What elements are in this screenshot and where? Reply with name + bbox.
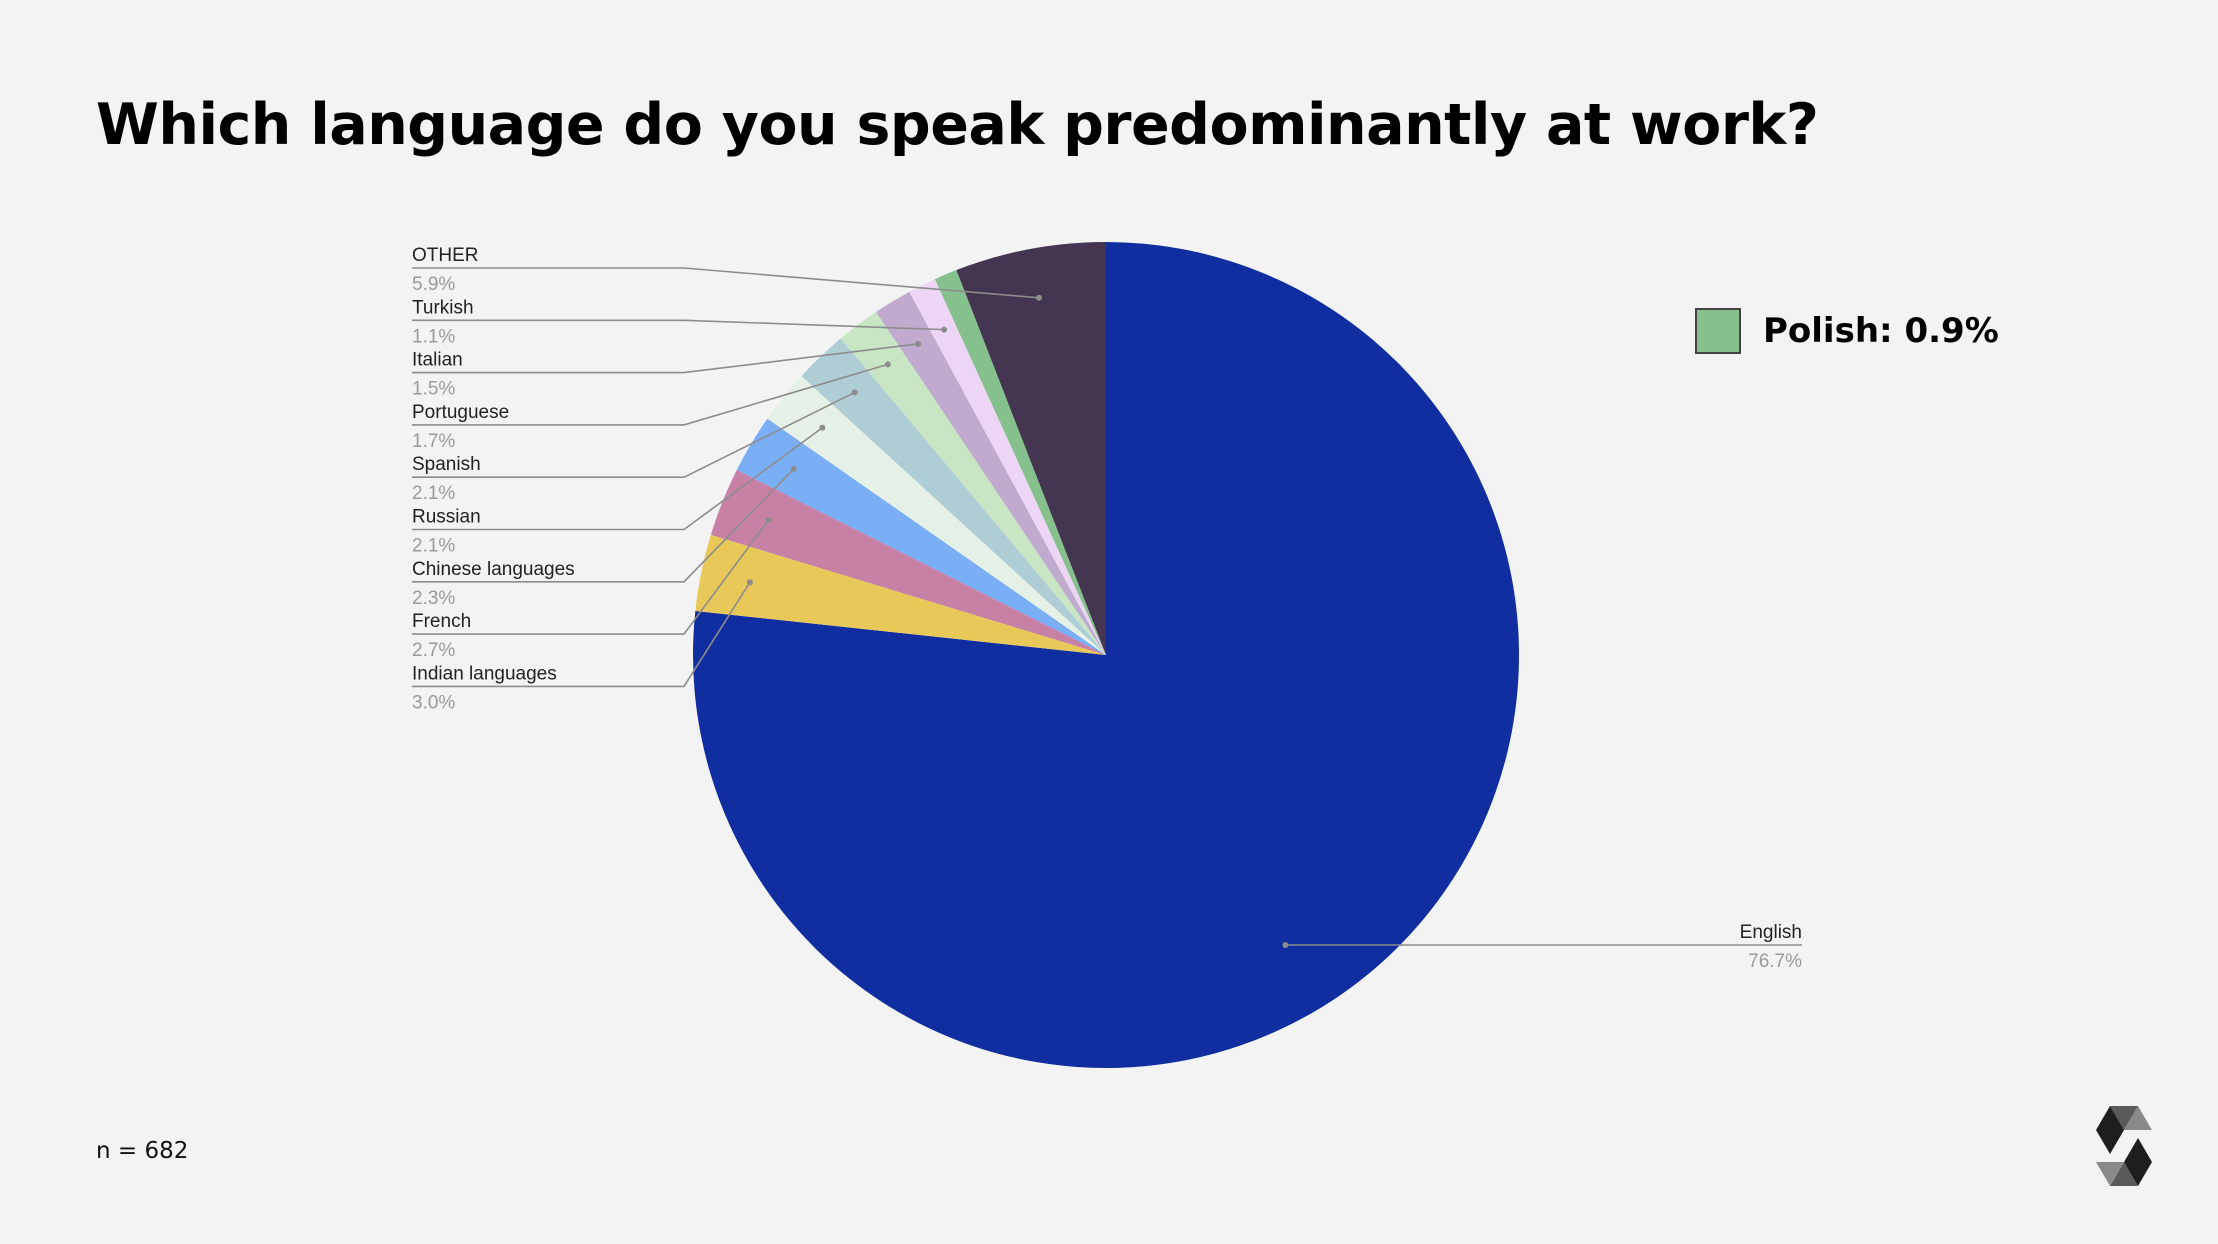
slice-label-turkish-leader-line [412, 319, 945, 331]
slice-label-russian: Russian [412, 507, 481, 528]
slice-label-other: OTHER [412, 245, 479, 266]
slice-label-turkish-value: 1.1% [412, 326, 455, 347]
page-title: Which language do you speak predominantl… [96, 92, 1819, 158]
pie-slice-turkish [909, 279, 1106, 655]
slice-label-indian-languages-value: 3.0% [412, 692, 455, 713]
slice-label-other-leader-dot [1036, 294, 1043, 301]
slice-label-spanish-leader-line [412, 391, 856, 479]
slice-label-portuguese-value: 1.7% [412, 431, 455, 452]
slice-label-english-leader-dot [1282, 942, 1289, 948]
slice-label-italian-leader-line [412, 343, 919, 374]
slice-label-english-value: 76.7% [1748, 951, 1802, 972]
slice-label-italian-leader-dot [915, 340, 922, 347]
slice-label-spanish-leader-dot [851, 389, 858, 396]
slice-label-russian-value: 2.1% [412, 536, 455, 557]
pie-slice-indian-languages [695, 534, 1106, 655]
slice-labels: OTHER 5.9%Turkish 1.1% Italian 1.5%Portugues… [412, 245, 1802, 972]
slice-label-turkish: Turkish [412, 297, 474, 318]
pie-slice-portuguese [840, 311, 1106, 655]
pie-slice-russian [767, 376, 1106, 655]
pie-slice-other [956, 242, 1106, 655]
pie-slice-spanish [801, 338, 1106, 655]
leader-lines [412, 267, 1802, 948]
slice-label-indian-languages: Indian languages [412, 663, 557, 684]
legend-swatch-polish [1695, 308, 1741, 354]
slice-label-portuguese-leader-line [412, 363, 889, 426]
slice-label-turkish-leader-dot [941, 326, 948, 333]
pie-slice-chinese-languages [736, 418, 1106, 655]
slice-label-indian-languages-leader-dot [746, 579, 753, 586]
legend-label-polish: Polish: 0.9% [1763, 311, 1999, 351]
solidity-logo-icon [2096, 1106, 2152, 1186]
slice-label-russian-leader-line [412, 427, 823, 531]
slice-label-chinese-languages-leader-dot [790, 466, 797, 473]
slice-label-portuguese: Portuguese [412, 402, 509, 423]
slice-label-chinese-languages-leader-line [412, 468, 795, 583]
legend: Polish: 0.9% [1695, 308, 1999, 354]
slice-label-french-leader-dot [765, 517, 772, 524]
slice-label-french-value: 2.7% [412, 640, 455, 661]
slice-label-italian: Italian [412, 350, 463, 371]
sample-size-note: n = 682 [96, 1138, 189, 1164]
slice-label-russian-leader-dot [819, 424, 826, 431]
slice-label-portuguese-leader-dot [884, 361, 891, 368]
slice-label-chinese-languages: Chinese languages [412, 559, 575, 580]
slice-label-chinese-languages-value: 2.3% [412, 588, 455, 609]
pie-slice-polish [934, 270, 1106, 655]
pie-slice-french [710, 469, 1106, 655]
slice-label-french: French [412, 611, 471, 632]
slice-label-french-leader-line [412, 519, 770, 635]
slice-label-italian-value: 1.5% [412, 379, 455, 400]
slice-label-spanish: Spanish [412, 454, 481, 475]
slice-label-other-value: 5.9% [412, 274, 455, 295]
pie-slices [692, 242, 1520, 1068]
pie-slice-italian [876, 291, 1106, 655]
slice-label-spanish-value: 2.1% [412, 483, 455, 504]
slice-label-indian-languages-leader-line [412, 581, 751, 688]
slice-label-other-leader-line [412, 267, 1040, 299]
slice-label-english: English [1740, 922, 1802, 943]
